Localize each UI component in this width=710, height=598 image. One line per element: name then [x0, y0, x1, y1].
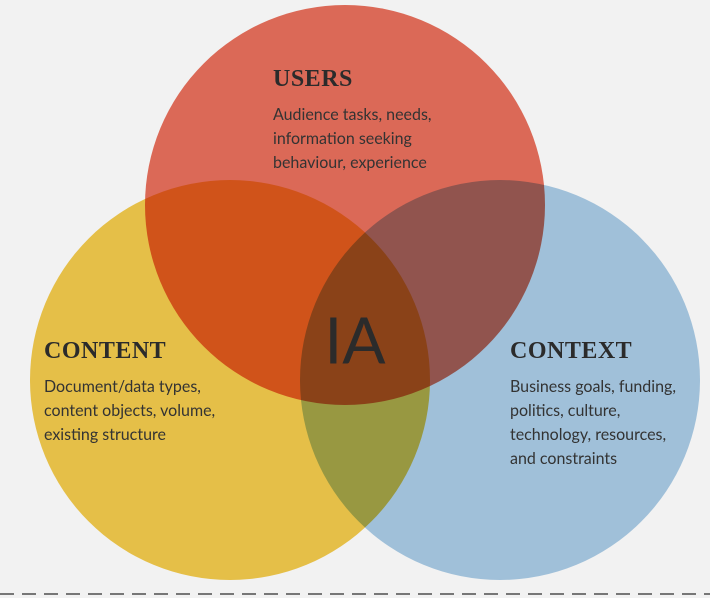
label-desc-content: Document/data types, content objects, vo… — [44, 375, 239, 447]
label-title-users: USERS — [273, 66, 463, 93]
label-block-content: CONTENT Document/data types, content obj… — [44, 338, 239, 447]
label-title-content: CONTENT — [44, 338, 239, 365]
label-desc-context: Business goals, funding, politics, cultu… — [510, 375, 690, 471]
center-label-ia: IA — [324, 301, 385, 378]
label-desc-users: Audience tasks, needs, information seeki… — [273, 103, 463, 175]
bottom-dashed-border — [0, 593, 710, 595]
label-title-context: CONTEXT — [510, 338, 690, 365]
label-block-context: CONTEXT Business goals, funding, politic… — [510, 338, 690, 471]
label-block-users: USERS Audience tasks, needs, information… — [273, 66, 463, 175]
venn-diagram: USERS Audience tasks, needs, information… — [0, 0, 710, 598]
